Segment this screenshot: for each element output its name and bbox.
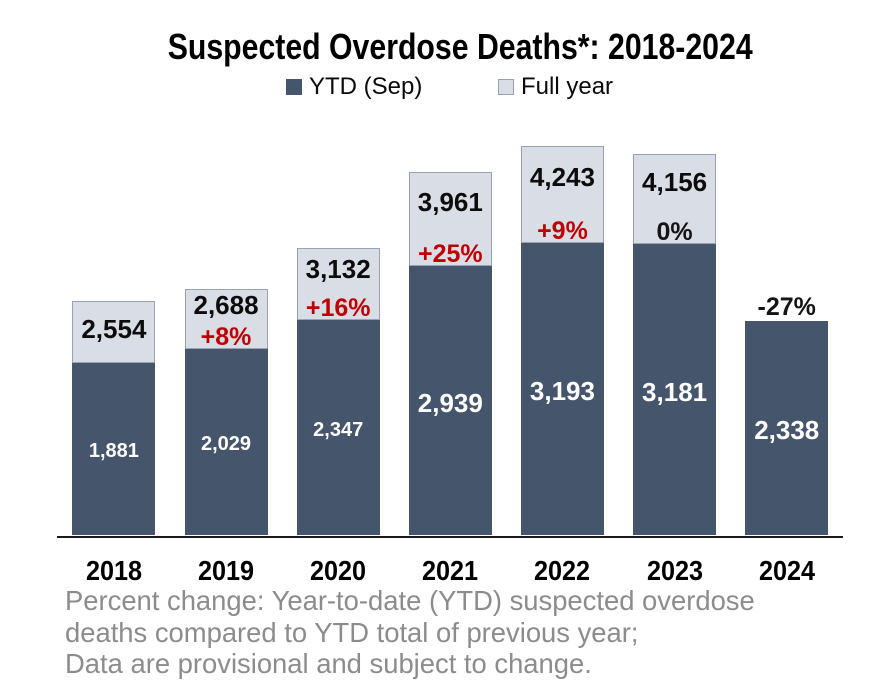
bar-segment-fullyear-2019 — [184, 289, 268, 350]
legend-item-fullyear: Full year — [498, 73, 614, 100]
legend-item-ytd: YTD (Sep) — [286, 73, 423, 100]
bar-segment-fullyear-2018 — [72, 301, 156, 363]
footnote-line-1: Percent change: Year-to-date (YTD) suspe… — [65, 585, 755, 616]
bar-segment-fullyear-2022 — [520, 146, 604, 243]
x-axis-label-2022: 2022 — [534, 554, 591, 586]
x-axis-label-2018: 2018 — [85, 554, 142, 586]
footnote: Percent change: Year-to-date (YTD) suspe… — [65, 585, 755, 680]
label-ytd-2023: 3,181 — [642, 376, 708, 407]
bar-segment-fullyear-2020 — [296, 248, 380, 321]
chart-title: Suspected Overdose Deaths*: 2018-2024 — [40, 25, 880, 67]
bar-segment-ytd-2023 — [633, 243, 717, 536]
bar-segment-ytd-2024 — [745, 321, 829, 536]
label-ytd-2020: 2,347 — [313, 418, 364, 441]
legend-label-fullyear: Full year — [521, 73, 614, 100]
bar-2023: 4,156 0% 3,181 — [633, 154, 717, 536]
bar-segment-ytd-2019 — [184, 349, 268, 536]
label-pct-change-2022: +9% — [537, 216, 588, 245]
x-axis-line — [57, 535, 843, 538]
bar-segment-ytd-2021 — [408, 265, 492, 536]
label-fullyear-2023: 4,156 — [642, 167, 708, 198]
bar-segment-fullyear-2021 — [408, 172, 492, 266]
bar-2019: 2,688 +8% 2,029 — [184, 289, 268, 536]
label-pct-change-2020: +16% — [305, 294, 371, 323]
x-axis-label-2020: 2020 — [310, 554, 367, 586]
label-pct-change-2023: 0% — [656, 217, 693, 246]
bar-2021: 3,961 +25% 2,939 — [408, 172, 492, 536]
bar-segment-fullyear-2023 — [633, 154, 717, 244]
footnote-line-3: Data are provisional and subject to chan… — [65, 648, 592, 680]
label-fullyear-2018: 2,554 — [81, 314, 147, 345]
label-pct-change-2019: +8% — [200, 323, 252, 352]
bar-2024: -27% 2,338 — [745, 294, 829, 536]
legend-swatch-fullyear-icon — [498, 78, 514, 95]
x-axis-label-2024: 2024 — [758, 554, 815, 586]
label-fullyear-2022: 4,243 — [529, 162, 595, 193]
label-ytd-2018: 1,881 — [88, 440, 139, 463]
footnote-line-2: deaths compared to YTD total of previous… — [65, 616, 639, 648]
label-fullyear-2019: 2,688 — [193, 289, 259, 320]
label-ytd-2021: 2,939 — [417, 387, 483, 418]
bar-segment-ytd-2020 — [296, 320, 380, 536]
label-fullyear-2021: 3,961 — [417, 187, 483, 218]
label-ytd-2024: 2,338 — [754, 415, 820, 446]
bar-2022: 4,243 +9% 3,193 — [520, 146, 604, 536]
x-axis-label-2023: 2023 — [646, 554, 703, 586]
chart-title-text: Suspected Overdose Deaths*: 2018-2024 — [167, 25, 753, 67]
label-ytd-2022: 3,193 — [529, 376, 595, 407]
x-axis-label-2021: 2021 — [422, 554, 479, 586]
legend-swatch-ytd-icon — [286, 78, 302, 95]
bar-2020: 3,132 +16% 2,347 — [296, 248, 380, 536]
bar-segment-ytd-2018 — [72, 363, 156, 536]
bar-2018: 2,554 1,881 — [72, 301, 156, 536]
bar-segment-ytd-2022 — [520, 242, 604, 536]
label-pct-change-2021: +25% — [417, 239, 483, 268]
legend-label-ytd: YTD (Sep) — [309, 73, 423, 100]
label-pct-change-2024: -27% — [757, 292, 816, 321]
x-axis-label-2019: 2019 — [197, 554, 255, 586]
label-fullyear-2020: 3,132 — [305, 253, 371, 284]
label-ytd-2019: 2,029 — [201, 433, 252, 456]
